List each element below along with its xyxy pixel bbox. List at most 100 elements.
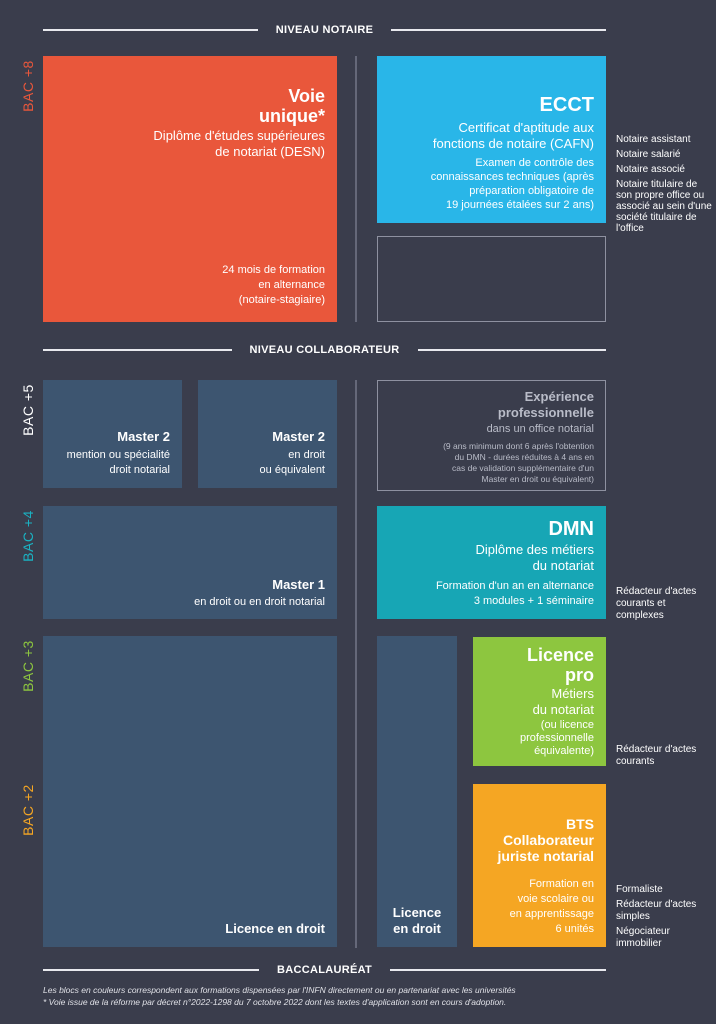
voie-subtitle-line: de notariat (DESN) — [215, 144, 325, 159]
experience-block: Expérience professionnelle dans un offic… — [377, 380, 606, 491]
master2-title: Master 2 — [117, 429, 170, 444]
header-label: NIVEAU NOTAIRE — [275, 24, 374, 36]
bts-note-line: 6 unités — [555, 923, 594, 935]
role-item: Rédacteur d'actes courants — [616, 744, 697, 767]
dmn-block: DMN Diplôme des métiers du notariat Form… — [377, 506, 606, 619]
master1-block: Master 1 en droit ou en droit notarial — [43, 506, 337, 619]
notaire-roles: Notaire assistant Notaire salarié Notair… — [616, 134, 712, 237]
licence-pro-title-line: pro — [565, 665, 594, 685]
master2-line: mention ou spécialité — [66, 449, 170, 461]
experience-title: Expérience professionnelle — [388, 389, 594, 421]
licence-pro-note-line: professionnelle — [520, 732, 594, 744]
experience-note-line: Master en droit ou équivalent) — [481, 474, 594, 484]
vertical-divider — [355, 380, 357, 948]
dmn-note-line: Formation d'un an en alternance — [435, 580, 594, 592]
master2-title: Master 2 — [272, 429, 325, 444]
bts-title-line: Collaborateur — [502, 832, 594, 848]
dmn-subtitle: Diplôme des métiers du notariat — [387, 542, 595, 574]
licence-pro-block: Licence pro Métiers du notariat (ou lice… — [473, 637, 606, 766]
bts-note-line: voie scolaire ou — [517, 893, 594, 905]
bts-title-line: BTS — [566, 816, 594, 832]
experience-note: (9 ans minimum dont 6 après l'obtention … — [388, 441, 594, 485]
licence-pro-note-line: équivalente) — [534, 745, 594, 757]
bac-text: BAC +5 — [20, 384, 37, 436]
header-niveau-collaborateur: NIVEAU COLLABORATEUR — [43, 344, 607, 356]
master2-notarial-text: Master 2 mention ou spécialité droit not… — [53, 429, 170, 478]
bac-text: BAC +2 — [20, 784, 37, 836]
voie-note-line: (notaire-stagiaire) — [238, 294, 325, 306]
header-line — [43, 29, 258, 31]
footnotes: Les blocs en couleurs correspondent aux … — [43, 984, 663, 1008]
voie-title: Voie unique* — [53, 86, 325, 126]
role-item: Rédacteur d'actes simples — [616, 899, 697, 922]
role-item: Notaire assistant — [616, 134, 691, 145]
header-baccalaureat: BACCALAURÉAT — [43, 964, 606, 976]
experience-note-line: cas de validation supplémentaire d'un — [452, 463, 594, 473]
header-line — [391, 29, 607, 31]
header-line — [43, 349, 232, 351]
header-niveau-notaire: NIVEAU NOTAIRE — [43, 24, 607, 36]
header-label: BACCALAURÉAT — [276, 964, 373, 976]
ecct-note-line: 19 journées étalées sur 2 ans) — [446, 199, 594, 211]
experience-title-line: Expérience — [524, 389, 594, 404]
licence-pro-title: Licence pro — [483, 645, 594, 685]
role-item: Notaire salarié — [616, 149, 681, 160]
licence-droit-narrow-text: Licence en droit — [381, 905, 453, 937]
role-item: Négociateur immobilier — [616, 926, 670, 949]
dmn-title: DMN — [548, 518, 594, 540]
ecct-subtitle: Certificat d'aptitude aux fonctions de n… — [387, 120, 594, 152]
role-item: Formaliste — [616, 884, 663, 895]
ecct-subtitle-line: fonctions de notaire (CAFN) — [432, 136, 594, 151]
bac-text: BAC +8 — [20, 60, 37, 112]
master2-droit-text: Master 2 en droit ou équivalent — [208, 429, 325, 478]
licence-pro-title-line: Licence — [526, 645, 594, 665]
voie-title-line: Voie — [288, 86, 325, 106]
dmn-note: Formation d'un an en alternance 3 module… — [387, 579, 594, 609]
master2-notarial-block: Master 2 mention ou spécialité droit not… — [43, 380, 182, 488]
voie-title-line: unique* — [259, 106, 325, 126]
master2-line: en droit — [288, 449, 325, 461]
licence-pro-note: (ou licence professionnelle équivalente) — [483, 719, 594, 758]
voie-note: 24 mois de formation en alternance (nota… — [53, 263, 325, 308]
bts-note-line: en apprentissage — [509, 908, 594, 920]
bts-block: BTS Collaborateur juriste notarial Forma… — [473, 784, 606, 947]
bts-title-line: juriste notarial — [497, 848, 594, 864]
ecct-note-line: connaissances techniques (après — [430, 171, 594, 183]
ecct-note: Examen de contrôle des connaissances tec… — [387, 156, 594, 212]
licence-droit-narrow-block: Licence en droit — [377, 636, 457, 947]
footnote-line: * Voie issue de la réforme par décret n°… — [43, 997, 507, 1007]
vertical-divider — [355, 56, 357, 322]
master1-line: en droit ou en droit notarial — [194, 596, 325, 608]
footnote-line: Les blocs en couleurs correspondent aux … — [43, 985, 516, 995]
licence-pro-note-line: (ou licence — [540, 719, 594, 731]
dmn-note-line: 3 modules + 1 séminaire — [473, 595, 594, 607]
master2-line: ou équivalent — [259, 464, 325, 476]
licence-droit-narrow-line: Licence — [392, 905, 442, 920]
header-line — [43, 969, 259, 971]
dmn-roles: Rédacteur d'actes courants et complexes — [616, 586, 706, 625]
bts-note-line: Formation en — [529, 878, 594, 890]
master1-text: Master 1 en droit ou en droit notarial — [53, 577, 325, 609]
licence-droit-block: Licence en droit — [43, 636, 337, 947]
role-item: Notaire associé — [616, 164, 685, 175]
bac-text: BAC +4 — [20, 510, 37, 562]
bts-title: BTS Collaborateur juriste notarial — [483, 816, 594, 864]
ecct-title: ECCT — [539, 94, 594, 116]
master2-line: droit notarial — [109, 464, 170, 476]
licence-pro-subtitle: Métiers du notariat — [483, 686, 594, 718]
dmn-subtitle-line: du notariat — [532, 558, 594, 573]
header-line — [417, 349, 607, 351]
ecct-subtitle-line: Certificat d'aptitude aux — [458, 120, 594, 135]
licence-pro-subtitle-line: du notariat — [532, 702, 594, 717]
dmn-subtitle-line: Diplôme des métiers — [475, 542, 595, 557]
voie-subtitle: Diplôme d'études supérieures de notariat… — [53, 128, 325, 160]
ecct-note-line: Examen de contrôle des — [475, 157, 594, 169]
licence-pro-subtitle-line: Métiers — [551, 686, 594, 701]
role-item: Rédacteur d'actes courants et complexes — [616, 586, 697, 621]
bts-roles: Formaliste Rédacteur d'actes simples Nég… — [616, 884, 706, 953]
header-label: NIVEAU COLLABORATEUR — [249, 344, 400, 356]
ecct-note-line: préparation obligatoire de — [469, 185, 594, 197]
bac-text: BAC +3 — [20, 640, 37, 692]
licence-roles: Rédacteur d'actes courants — [616, 744, 706, 771]
voie-unique-block: Voie unique* Diplôme d'études supérieure… — [43, 56, 337, 322]
